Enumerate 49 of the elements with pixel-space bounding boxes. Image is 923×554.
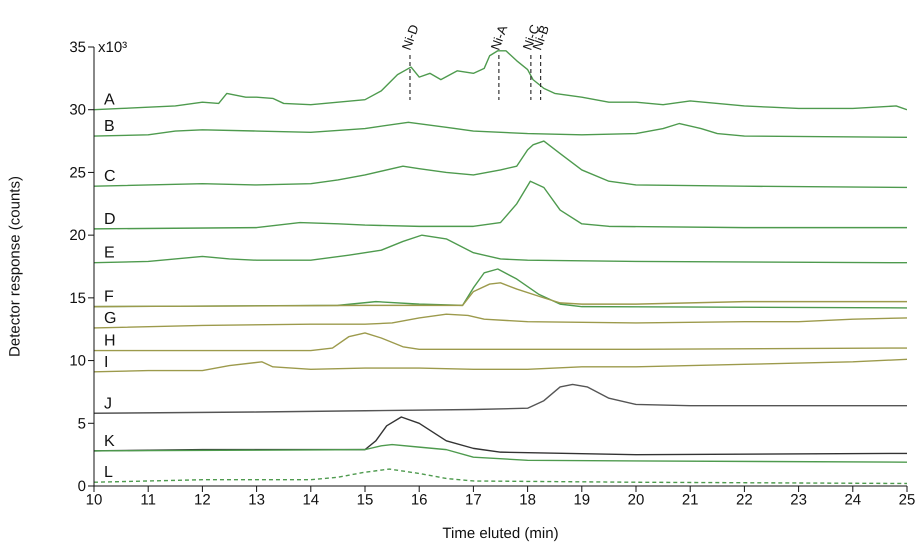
x-tick-label: 16 [410, 492, 428, 509]
x-tick-label: 20 [628, 492, 644, 509]
x-tick-label: 15 [356, 492, 374, 509]
x-tick-label: 25 [898, 492, 916, 509]
line-series [94, 332, 907, 352]
line-series [94, 234, 907, 264]
line-series [94, 140, 907, 188]
line-series [94, 313, 907, 329]
x-axis-title: Time eluted (min) [442, 525, 559, 542]
series-label: G [104, 310, 116, 327]
x-tick-label: 12 [194, 492, 211, 509]
y-tick-label: 20 [69, 227, 86, 244]
series-label: D [104, 210, 116, 228]
y-tick-label: 5 [78, 415, 86, 432]
line-series [94, 122, 907, 138]
series-label: K [104, 432, 115, 450]
series-label: F [104, 288, 114, 306]
line-series [94, 282, 907, 308]
series-label: L [104, 464, 113, 482]
x-tick-label: 22 [736, 492, 753, 509]
series-label: E [104, 244, 115, 262]
x-tick-label: 18 [519, 492, 536, 509]
y-axis-title: Detector response (counts) [6, 176, 24, 357]
x-tick-label: 17 [465, 492, 482, 509]
y-tick-label: 15 [69, 290, 86, 307]
y-tick-label: 0 [78, 478, 86, 495]
series-label: H [104, 332, 116, 350]
ref-line-label: Ni-D [398, 22, 422, 52]
series-label: B [104, 118, 115, 136]
x-tick-label: 23 [790, 492, 807, 509]
x-tick-label: 24 [844, 492, 862, 509]
x-tick-label: 14 [302, 492, 320, 509]
ref-line-label: Ni-A [488, 22, 510, 52]
series-label: A [104, 92, 115, 109]
x-tick-label: 19 [573, 492, 590, 509]
line-series [94, 180, 907, 230]
x-tick-label: 21 [682, 492, 699, 509]
x-tick-label: 11 [140, 492, 156, 509]
annotation: x10³ [98, 39, 128, 56]
series-label: J [104, 395, 112, 412]
line-series [94, 384, 907, 414]
y-tick-label: 30 [69, 102, 86, 119]
y-tick-label: 35 [69, 39, 86, 56]
y-tick-label: 25 [69, 164, 86, 182]
line-series [94, 358, 907, 373]
x-tick-label: 13 [248, 492, 265, 509]
series-label: I [104, 354, 108, 371]
y-tick-label: 10 [69, 352, 86, 370]
series-label: C [104, 168, 116, 186]
